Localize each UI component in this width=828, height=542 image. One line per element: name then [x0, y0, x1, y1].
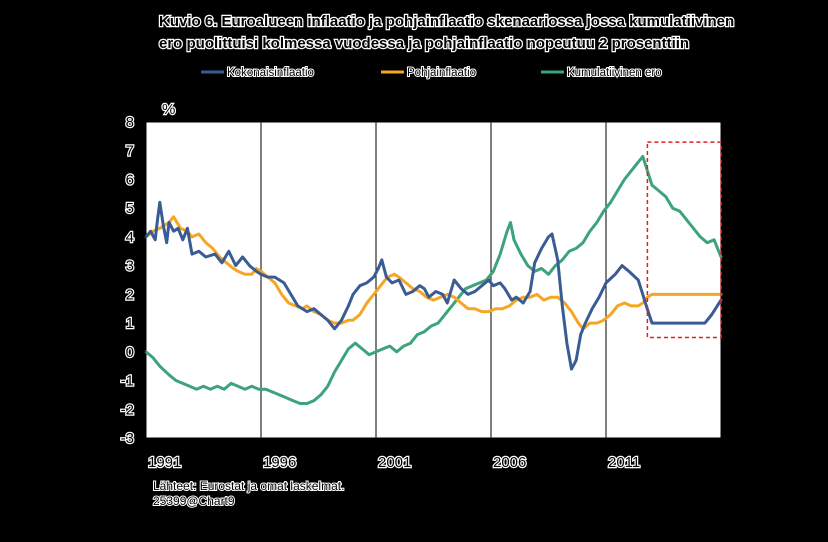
y-axis: 8 7 6 5 4 3 2 1 0 -1 -2 -3	[119, 113, 146, 448]
y-tick-label: 6	[126, 171, 134, 188]
series-line-2	[144, 215, 723, 331]
series-layer	[144, 155, 723, 405]
y-axis-label: %	[162, 101, 175, 118]
legend-label: Kumulatiivinen ero	[567, 67, 662, 79]
y-tick-label: 0	[126, 344, 134, 361]
source-line2: 25399@Chart9	[153, 494, 235, 508]
x-tick-label: 2011	[608, 454, 640, 471]
legend: Kokonaisinflaatio Pohjainflaatio Kumulatii…	[201, 66, 663, 80]
y-tick-label: 8	[126, 114, 134, 131]
y-tick-label: 1	[126, 315, 134, 332]
x-axis: 1991 1996 2001 2006 2011	[145, 438, 641, 472]
y-tick-label: 4	[126, 229, 134, 246]
chart-title-line1: Kuvio 6. Euroalueen inflaatio ja pohjain…	[159, 13, 734, 30]
plot-area	[145, 121, 722, 439]
scenario-highlight-box	[646, 141, 722, 339]
x-tick-label: 1991	[148, 454, 181, 471]
y-tick-label: 7	[126, 143, 134, 160]
series-line-3	[144, 155, 723, 405]
series-line-1	[144, 200, 723, 371]
y-tick-label: -1	[121, 373, 134, 390]
y-tick-label: 2	[126, 286, 134, 303]
chart-title-line2: ero puolittuisi kolmessa vuodessa ja poh…	[159, 35, 689, 52]
legend-label: Kokonaisinflaatio	[227, 67, 314, 79]
y-tick-label: 5	[126, 200, 134, 217]
grid	[260, 122, 607, 438]
legend-label: Pohjainflaatio	[407, 67, 476, 79]
y-tick-label: -2	[121, 401, 134, 418]
x-tick-label: 2001	[378, 454, 411, 471]
y-tick-label: -3	[121, 430, 134, 447]
x-tick-label: 1996	[263, 454, 296, 471]
y-tick-label: 3	[126, 258, 134, 275]
x-tick-label: 2006	[493, 454, 526, 471]
source-line1: Lähteet: Eurostat ja omat laskelmat.	[153, 479, 344, 493]
highlight-layer	[646, 141, 722, 339]
